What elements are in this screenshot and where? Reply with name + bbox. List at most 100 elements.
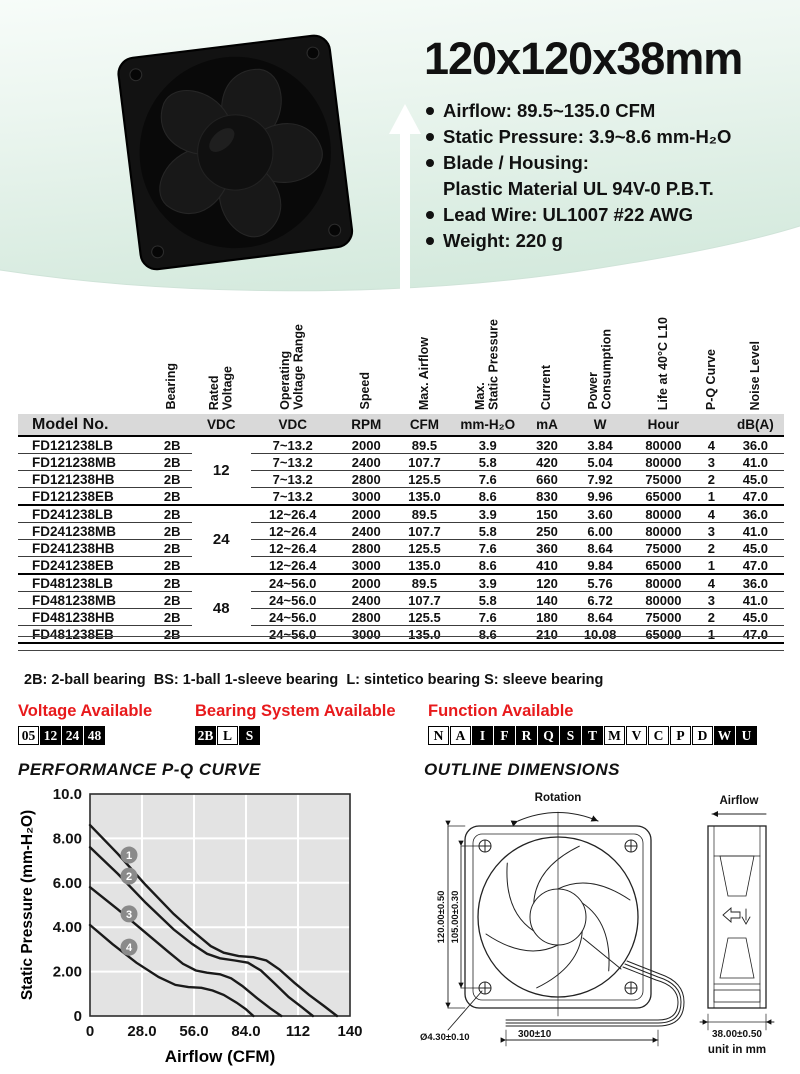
rated-voltage-cell: 24 (191, 505, 251, 575)
voltage-available-block: Voltage Available 05 12 24 48 (18, 702, 152, 745)
outline-dimensions-heading: OUTLINE DIMENSIONS (424, 760, 621, 779)
dim-inner-label: 105.00±0.30 (450, 891, 461, 944)
function-option-W: W (714, 726, 735, 745)
y-tick-label: 10.0 (53, 788, 82, 803)
spec-value-cell: 3.9 (450, 574, 525, 592)
spec-value-cell: 36.0 (726, 505, 784, 523)
svg-text:3: 3 (126, 909, 132, 921)
rotated-column-header: Current (539, 364, 554, 410)
spec-value-cell: 24~56.0 (250, 625, 335, 644)
spec-value-cell: 2400 (334, 522, 398, 540)
x-tick-label: 28.0 (127, 1023, 156, 1040)
pq-curve-3 (88, 886, 283, 1018)
spec-bullet: Plastic Material UL 94V-0 P.B.T. (443, 177, 714, 199)
spec-value-cell: 75000 (630, 539, 697, 557)
function-option-C: C (648, 726, 669, 745)
spec-table-body: FD121238LB 2B 12 7~13.2 2000 89.5 3.9 320 3.84 80… (18, 436, 784, 644)
model-number-cell: FD121238LB (18, 436, 153, 454)
up-arrow-graphic (389, 104, 421, 304)
outline-dimensions-drawing: Rotation Airflow 120.00±0.50 105.00±0.30… (418, 788, 798, 1074)
bullet-dot-icon (426, 106, 434, 115)
airflow-label: Airflow (720, 795, 759, 807)
spec-value-cell: 3 (696, 453, 727, 471)
spec-value-cell: 80000 (630, 453, 697, 471)
spec-value-cell: 5.8 (450, 591, 525, 609)
bearing-cell: 2B (152, 487, 192, 506)
unit-header-cell: mA (524, 414, 570, 437)
pq-curve-1 (88, 823, 339, 1018)
voltage-option-12: 12 (40, 726, 61, 745)
spec-value-cell: 8.6 (450, 556, 525, 575)
bearing-cell: 2B (152, 436, 192, 454)
unit-header-cell: RPM (334, 414, 398, 437)
curve-marker-2 (120, 867, 138, 885)
spec-value-cell: 41.0 (726, 453, 784, 471)
spec-bullet: Airflow: 89.5~135.0 CFM (424, 98, 794, 124)
model-number-cell: FD481238LB (18, 574, 153, 592)
spec-value-cell: 75000 (630, 608, 697, 626)
spec-value-cell: 5.8 (450, 522, 525, 540)
voltage-available-title: Voltage Available (18, 702, 153, 720)
spec-value-cell: 5.76 (569, 574, 631, 592)
bearing-cell: 2B (152, 591, 192, 609)
dim-hole-label: Ø4.30±0.10 (420, 1032, 470, 1043)
spec-value-cell: 410 (524, 556, 570, 575)
spec-value-cell: 3000 (334, 556, 398, 575)
spec-value-cell: 80000 (630, 591, 697, 609)
spec-value-cell: 10.08 (569, 625, 631, 644)
bearing-option-2B: 2B (195, 726, 216, 745)
spec-value-cell: 24~56.0 (250, 591, 335, 609)
spec-value-cell: 41.0 (726, 591, 784, 609)
model-number-cell: FD241238HB (18, 539, 153, 557)
spec-bullet: Blade / Housing: (424, 150, 794, 176)
spec-value-cell: 65000 (630, 487, 697, 506)
spec-bullet: Static Pressure: 3.9~8.6 mm-H₂O (424, 124, 794, 150)
curve-marker-1 (120, 846, 138, 864)
bullet-dot-icon (426, 158, 434, 167)
spec-value-cell: 45.0 (726, 608, 784, 626)
spec-value-cell: 7~13.2 (250, 453, 335, 471)
spec-value-cell: 360 (524, 539, 570, 557)
spec-value-cell: 80000 (630, 522, 697, 540)
model-number-cell: FD241238EB (18, 556, 153, 575)
bullet-dot-icon (426, 236, 434, 245)
spec-value-cell: 125.5 (397, 608, 451, 626)
model-number-cell: FD241238LB (18, 505, 153, 523)
svg-text:2: 2 (126, 871, 132, 883)
y-tick-label: 8.00 (53, 830, 82, 847)
table-row: FD241238MB 2B 12~26.4 2400 107.7 5.8 250 6.00 80… (18, 522, 784, 540)
unit-header-cell: dB(A) (726, 414, 784, 437)
model-number-cell: FD481238EB (18, 625, 153, 644)
spec-bullet: Lead Wire: UL1007 #22 AWG (424, 202, 794, 228)
x-tick-label: 112 (286, 1023, 310, 1040)
voltage-option-boxes: 05 12 24 48 (18, 726, 152, 745)
model-number-cell: FD241238MB (18, 522, 153, 540)
spec-value-cell: 2400 (334, 453, 398, 471)
spec-value-cell: 8.6 (450, 487, 525, 506)
dim-outer-label: 120.00±0.50 (436, 891, 447, 944)
spec-value-cell: 135.0 (397, 487, 451, 506)
rated-voltage-cell: 48 (191, 574, 251, 644)
curve-marker-4 (120, 938, 138, 956)
spec-value-cell: 125.5 (397, 539, 451, 557)
spec-value-cell: 4 (696, 436, 727, 454)
spec-value-cell: 2800 (334, 539, 398, 557)
spec-value-cell: 1 (696, 625, 727, 644)
bearing-available-title: Bearing System Available (195, 702, 396, 720)
spec-value-cell: 89.5 (397, 574, 451, 592)
spec-value-cell: 660 (524, 470, 570, 488)
spec-value-cell: 47.0 (726, 487, 784, 506)
spec-value-cell: 7~13.2 (250, 487, 335, 506)
function-option-M: M (604, 726, 625, 745)
table-row: FD481238MB 2B 24~56.0 2400 107.7 5.8 140 6.72 80… (18, 591, 784, 609)
table-row: FD481238EB 2B 24~56.0 3000 135.0 8.6 210 10.08 6… (18, 625, 784, 644)
function-option-D: D (692, 726, 713, 745)
table-row: FD241238EB 2B 12~26.4 3000 135.0 8.6 410 9.84 65… (18, 556, 784, 575)
pq-curve-4 (88, 923, 255, 1018)
model-number-cell: FD121238MB (18, 453, 153, 471)
spec-value-cell: 1 (696, 556, 727, 575)
spec-bullets: Airflow: 89.5~135.0 CFM Static Pressure: … (424, 98, 794, 254)
pq-curve-heading: PERFORMANCE P-Q CURVE (18, 760, 261, 779)
